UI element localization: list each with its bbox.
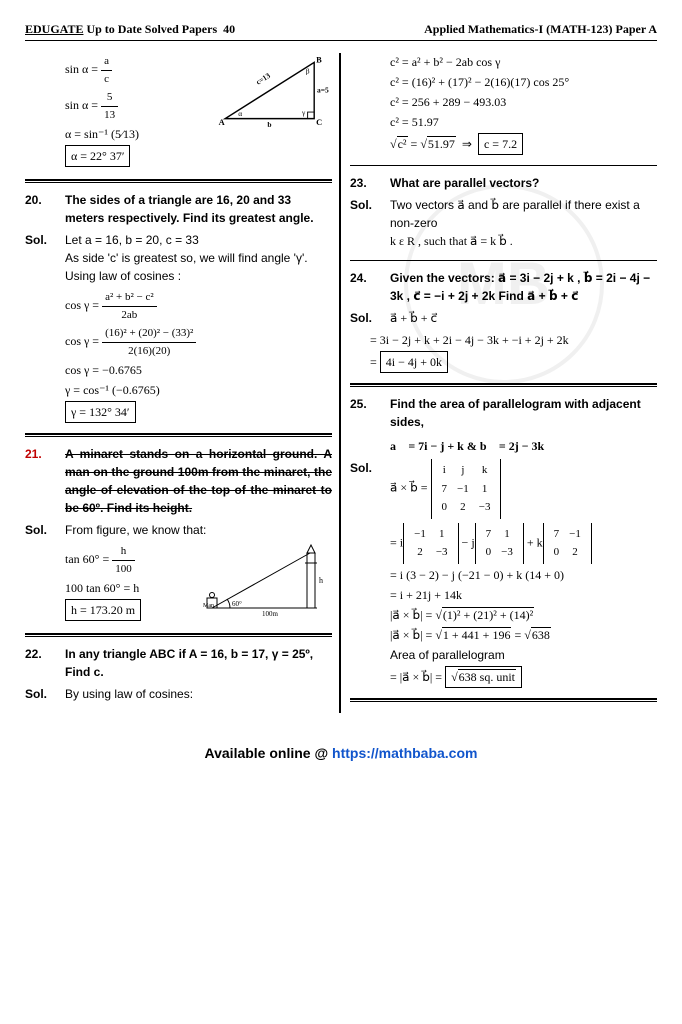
svg-text:a=5: a=5 <box>317 85 329 94</box>
q23: 23. What are parallel vectors? Sol. Two … <box>350 174 657 250</box>
svg-text:100m: 100m <box>262 610 279 618</box>
q21-num: 21. <box>25 445 55 517</box>
divider <box>350 260 657 261</box>
q23-sol: Two vectors a⃗ and b⃗ are parallel if th… <box>390 196 657 250</box>
q22-answer: c = 7.2 <box>478 133 523 155</box>
q20-s3: Using law of cosines : <box>65 267 332 285</box>
svg-text:β: β <box>306 67 310 76</box>
divider <box>350 698 657 702</box>
header-right: Applied Mathematics-I (MATH-123) Paper A <box>424 20 657 38</box>
svg-text:B: B <box>316 54 322 64</box>
q20-m2: cos γ = (16)² + (20)² − (33)²2(16)(20) <box>65 325 332 359</box>
svg-text:A: A <box>219 117 226 127</box>
q20-text: The sides of a triangle are 16, 20 and 3… <box>65 191 332 227</box>
divider <box>350 383 657 387</box>
svg-text:Man: Man <box>203 603 214 609</box>
q25-text-l1: Find the area of parallelogram with adja… <box>390 395 657 431</box>
q22-m3: c² = 256 + 289 − 493.03 <box>390 93 657 111</box>
q24-text: Given the vectors: a⃗ = 3i − 2j + k , b⃗… <box>390 269 657 305</box>
footer-link[interactable]: https://mathbaba.com <box>332 745 477 761</box>
svg-text:h: h <box>319 576 323 585</box>
q22-text: In any triangle ABC if A = 16, b = 17, γ… <box>65 645 332 681</box>
q25: 25. Find the area of parallelogram with … <box>350 395 657 688</box>
q21-text: A minaret stands on a horizontal ground.… <box>65 445 332 517</box>
header-title: Up to Date Solved Papers <box>83 22 217 36</box>
q25-sol-label: Sol. <box>350 459 380 519</box>
q20-sol-label: Sol. <box>25 231 55 285</box>
q20-s1: Let a = 16, b = 20, c = 33 <box>65 231 332 249</box>
q24-num: 24. <box>350 269 380 305</box>
svg-text:60°: 60° <box>232 600 242 608</box>
q22-num: 22. <box>25 645 55 681</box>
q24-m1: a⃗ + b⃗ + c⃗ <box>390 309 657 327</box>
minaret-diagram: Man 60° 100m h <box>202 543 332 618</box>
q25-text-l2: a⃗ = 7i − j + k & b⃗ = 2j − 3k <box>390 437 657 455</box>
q23-num: 23. <box>350 174 380 192</box>
q25-answer: = |a⃗ × b⃗| = 638 sq. unit <box>390 666 657 688</box>
q25-det1: ijk7−1102−3 <box>431 459 502 519</box>
q25-m2: = i−112−3 − j710−3 + k7−102 <box>390 523 657 564</box>
q20-num: 20. <box>25 191 55 227</box>
footer: Available online @ https://mathbaba.com <box>25 743 657 764</box>
svg-text:b: b <box>267 120 271 128</box>
left-column: A C B c=13 a=5 b α β γ sin α = ac sin α … <box>25 53 332 713</box>
q21-s1: From figure, we know that: <box>65 521 332 539</box>
q22-m5: c² = 51.97 ⇒ c = 7.2 <box>390 133 657 155</box>
q25-text: Find the area of parallelogram with adja… <box>390 395 657 455</box>
triangle-diagram: A C B c=13 a=5 b α β γ <box>212 53 332 128</box>
q23-sol-label: Sol. <box>350 196 380 250</box>
q24: 24. Given the vectors: a⃗ = 3i − 2j + k … <box>350 269 657 373</box>
svg-text:C: C <box>316 117 322 127</box>
page-number: 40 <box>223 22 235 36</box>
q24-m2: = 3i − 2j + k + 2i − 4j − 3k + −i + 2j +… <box>370 331 657 349</box>
q22-continued: c² = a² + b² − 2ab cos γ c² = (16)² + (1… <box>350 53 657 155</box>
q20-m4: γ = cos⁻¹ (−0.6765) <box>65 381 332 399</box>
q19-answer: α = 22° 37′ <box>65 145 332 167</box>
divider <box>350 165 657 166</box>
q25-m6: |a⃗ × b⃗| = 1 + 441 + 196 = 638 <box>390 626 657 644</box>
q21-sol-label: Sol. <box>25 521 55 539</box>
q23-s2: k ε R , such that a⃗ = k b⃗ . <box>390 232 657 250</box>
q25-num: 25. <box>350 395 380 455</box>
header-left: EDUGATE Up to Date Solved Papers 40 <box>25 20 235 38</box>
q19-continued: A C B c=13 a=5 b α β γ sin α = ac sin α … <box>25 53 332 169</box>
q21: 21. A minaret stands on a horizontal gro… <box>25 445 332 623</box>
q24-sol-label: Sol. <box>350 309 380 327</box>
q22-m2: c² = (16)² + (17)² − 2(16)(17) cos 25° <box>390 73 657 91</box>
page-header: EDUGATE Up to Date Solved Papers 40 Appl… <box>25 20 657 41</box>
q22-s1: By using law of cosines: <box>65 685 332 703</box>
q23-s1: Two vectors a⃗ and b⃗ are parallel if th… <box>390 196 657 232</box>
q25-m4: = i + 21j + 14k <box>390 586 657 604</box>
divider <box>25 179 332 183</box>
q25-m3: = i (3 − 2) − j (−21 − 0) + k (14 + 0) <box>390 566 657 584</box>
footer-text: Available online @ <box>205 745 333 761</box>
q20-sol-text: Let a = 16, b = 20, c = 33 As side 'c' i… <box>65 231 332 285</box>
q20-s2: As side 'c' is greatest so, we will find… <box>65 249 332 267</box>
right-column: MB c² = a² + b² − 2ab cos γ c² = (16)² +… <box>350 53 657 713</box>
q20-m1: cos γ = a² + b² − c²2ab <box>65 289 332 323</box>
q23-text: What are parallel vectors? <box>390 174 657 192</box>
q20-m3: cos γ = −0.6765 <box>65 361 332 379</box>
q22-m1: c² = a² + b² − 2ab cos γ <box>390 53 657 71</box>
q22: 22. In any triangle ABC if A = 16, b = 1… <box>25 645 332 703</box>
svg-text:γ: γ <box>301 108 306 117</box>
svg-text:α: α <box>238 109 242 118</box>
divider <box>25 633 332 637</box>
q25-m5: |a⃗ × b⃗| = (1)² + (21)² + (14)² <box>390 606 657 624</box>
q20: 20. The sides of a triangle are 16, 20 a… <box>25 191 332 423</box>
q22-m4: c² = 51.97 <box>390 113 657 131</box>
q22-sol-label: Sol. <box>25 685 55 703</box>
q24-answer: = 4i − 4j + 0k <box>370 351 657 373</box>
header-brand: EDUGATE <box>25 22 83 36</box>
q25-m1: a⃗ × b⃗ = ijk7−1102−3 <box>390 459 657 519</box>
q25-m7: Area of parallelogram <box>390 646 657 664</box>
svg-text:c=13: c=13 <box>254 71 272 87</box>
content-columns: A C B c=13 a=5 b α β γ sin α = ac sin α … <box>25 53 657 713</box>
q20-answer: γ = 132° 34′ <box>65 401 332 423</box>
divider <box>25 433 332 437</box>
